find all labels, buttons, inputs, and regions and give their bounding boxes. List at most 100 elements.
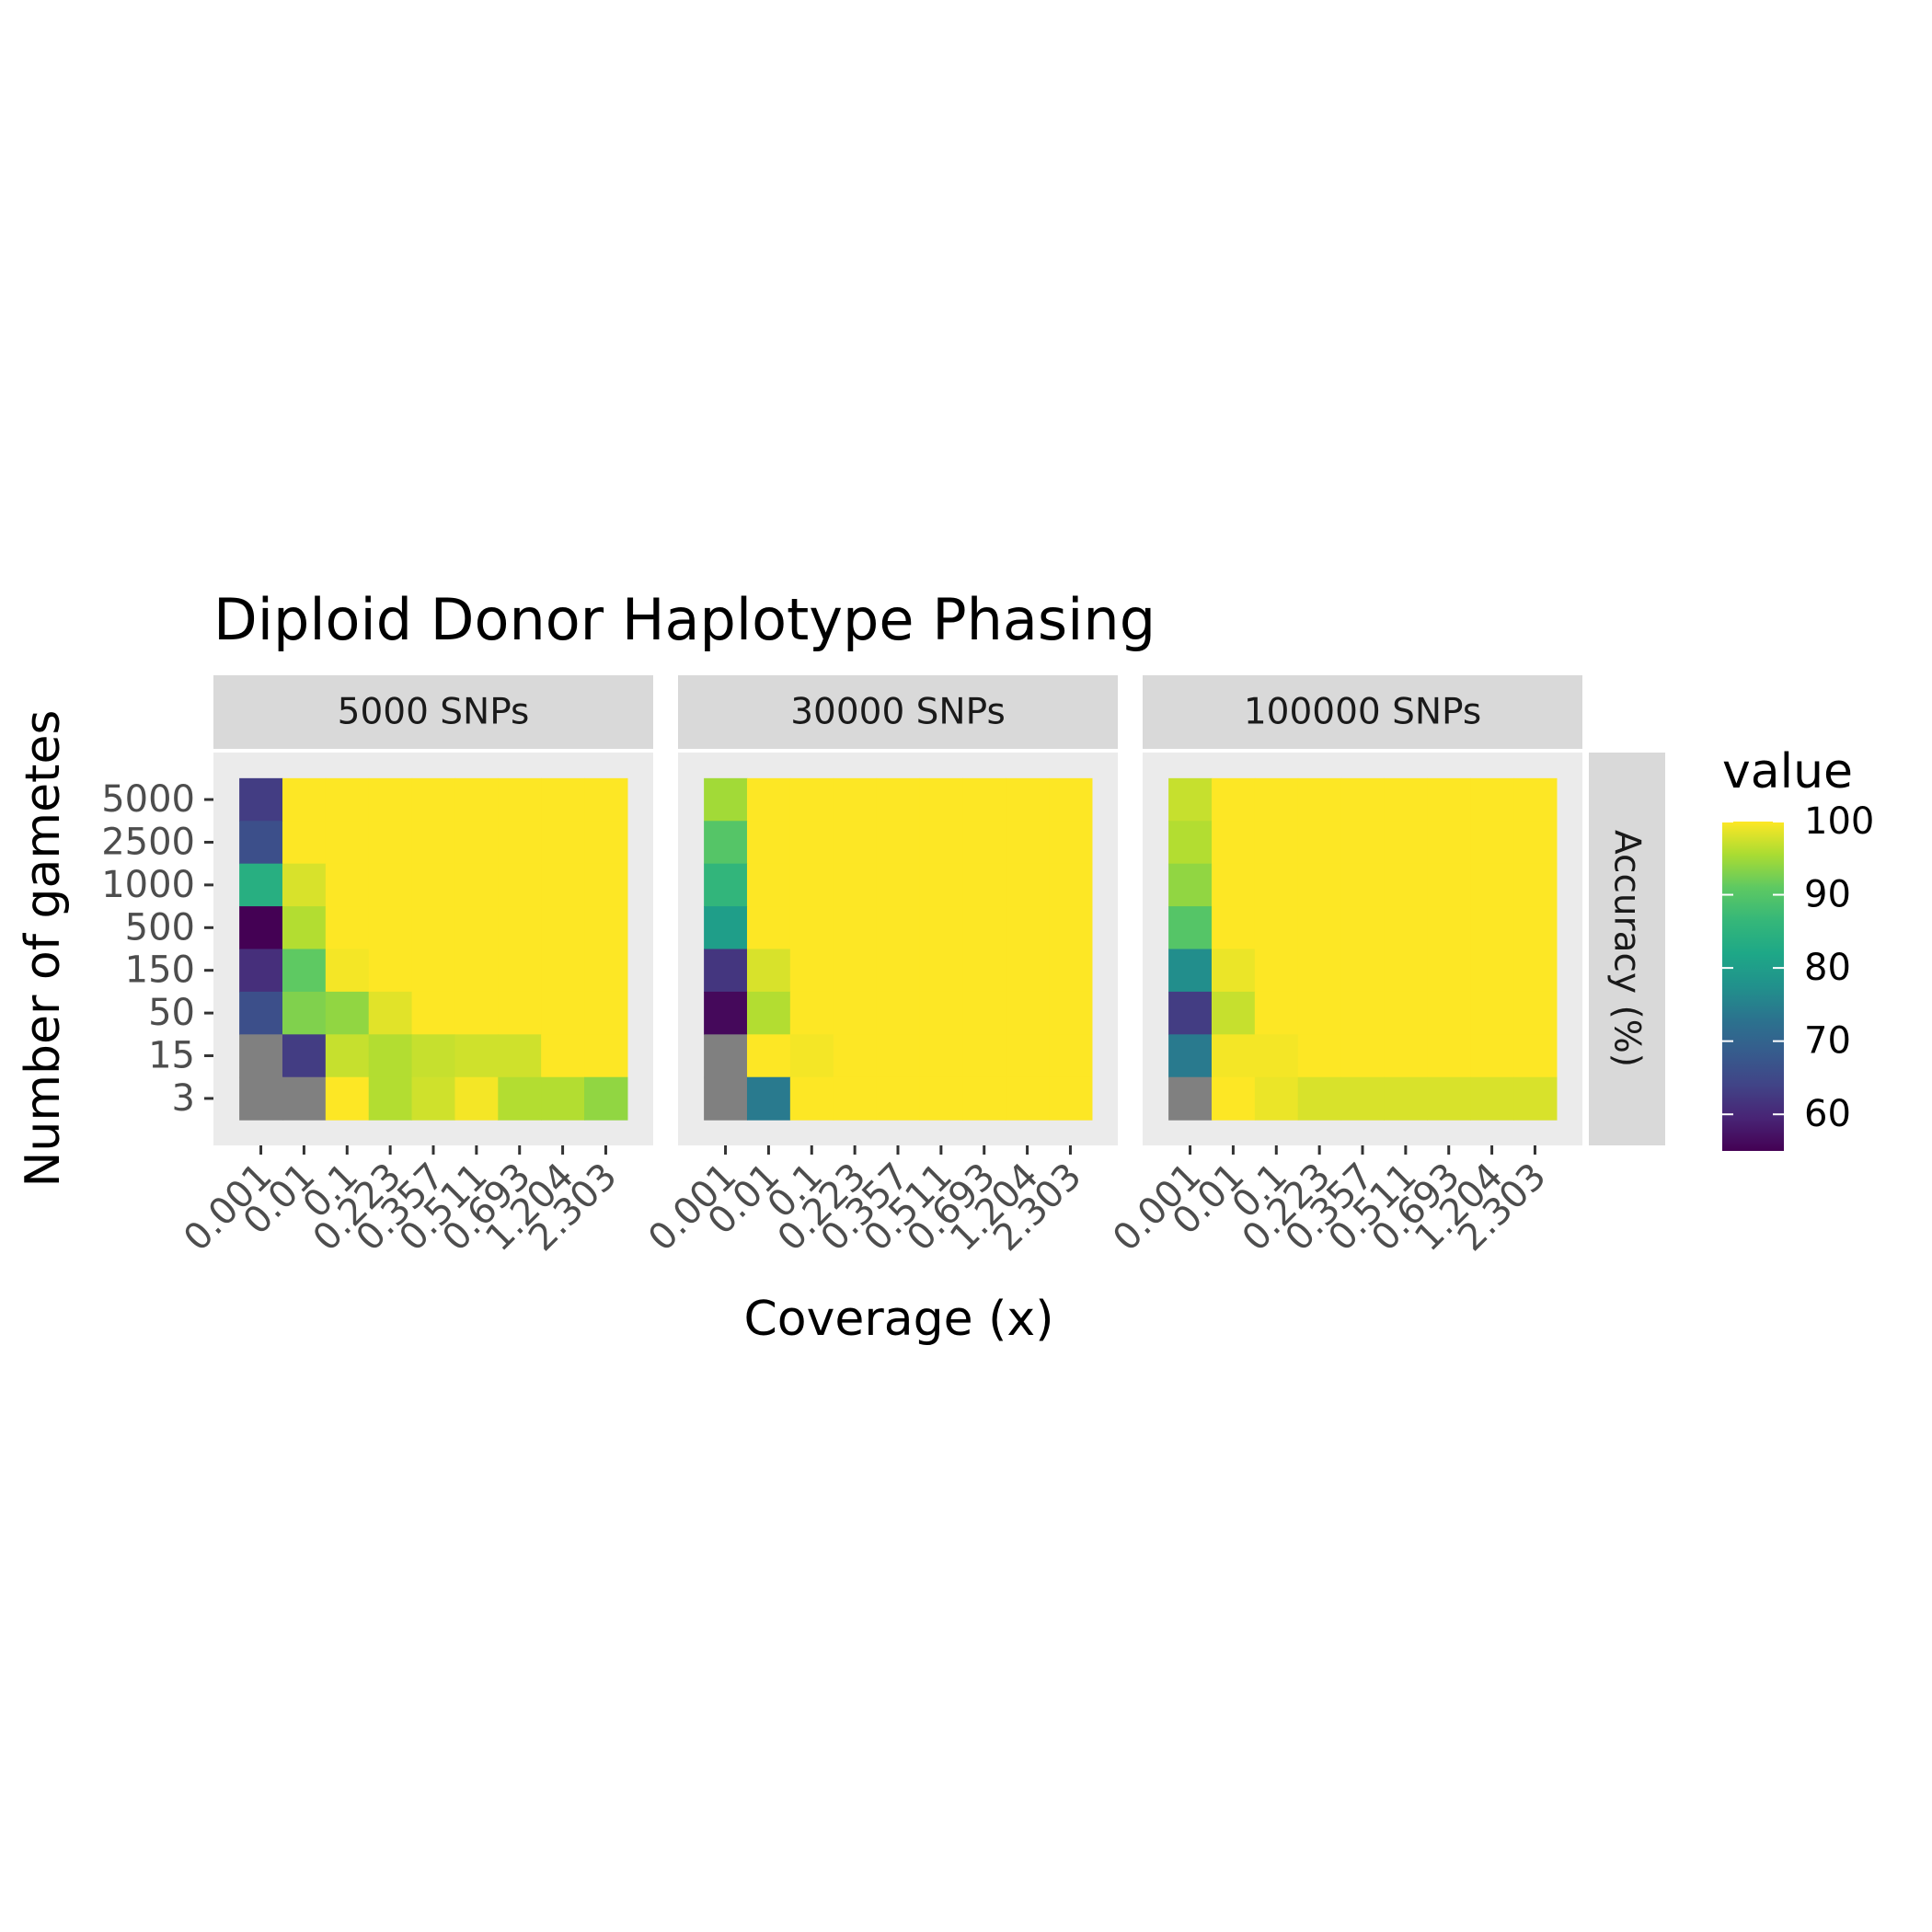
heatmap-cell <box>1254 863 1299 907</box>
heatmap-cell <box>1006 991 1050 1035</box>
heatmap-cell <box>282 949 327 993</box>
heatmap-cell <box>368 991 413 1035</box>
y-tick-label: 150 <box>125 949 195 992</box>
row-strip-background <box>1589 753 1665 1145</box>
y-axis: Number of gametes 5000250010005001505015… <box>16 709 213 1188</box>
heatmap-cell <box>368 777 413 822</box>
heatmap-cell <box>833 949 878 993</box>
heatmap-cell <box>746 777 791 822</box>
heatmap-cell <box>746 821 791 865</box>
heatmap-cell <box>411 777 456 822</box>
heatmap-cell <box>962 1076 1006 1121</box>
y-tick-label: 1000 <box>101 864 195 906</box>
chart-title: Diploid Donor Haplotype Phasing <box>213 586 1156 653</box>
heatmap-cell <box>454 863 499 907</box>
heatmap-cell <box>789 821 834 865</box>
heatmap-cell <box>789 863 834 907</box>
heatmap-cell <box>919 777 963 822</box>
heatmap-cell <box>833 1034 878 1078</box>
heatmap-cell <box>541 863 585 907</box>
heatmap-cell <box>1470 863 1514 907</box>
heatmap-cell <box>1254 821 1299 865</box>
heatmap-cell <box>1384 821 1428 865</box>
heatmap-cell <box>876 863 921 907</box>
heatmap-cell <box>1297 863 1342 907</box>
heatmap-cell <box>498 863 542 907</box>
heatmap-cell <box>789 777 834 822</box>
heatmap-cell <box>1006 777 1050 822</box>
heatmap-cell <box>584 863 628 907</box>
heatmap-cell <box>541 991 585 1035</box>
heatmap-cell <box>325 821 370 865</box>
heatmap-cell <box>746 863 791 907</box>
heatmap-cell <box>411 991 456 1035</box>
heatmap-cell <box>1211 906 1256 950</box>
heatmap-cell <box>1340 991 1386 1035</box>
heatmap-cell <box>1340 906 1386 950</box>
heatmap-cell <box>1211 821 1256 865</box>
heatmap-cell <box>876 777 921 822</box>
heatmap-cell <box>541 949 585 993</box>
legend-title: value <box>1722 744 1853 799</box>
heatmap-cell <box>368 821 413 865</box>
heatmap-cell <box>584 949 628 993</box>
heatmap-cell <box>704 821 748 865</box>
color-legend: value 100 90 80 70 60 <box>1722 744 1874 1151</box>
heatmap-cell <box>411 906 456 950</box>
heatmap-cell <box>1384 777 1428 822</box>
heatmap-cell <box>1340 949 1386 993</box>
heatmap-cell <box>1513 949 1558 993</box>
heatmap-cell <box>1513 906 1558 950</box>
y-tick-label: 5000 <box>101 778 195 821</box>
heatmap-cell <box>1211 991 1256 1035</box>
heatmap-cell <box>1254 991 1299 1035</box>
heatmap-cell <box>411 863 456 907</box>
heatmap-cell <box>239 1076 283 1121</box>
heatmap-cell <box>746 949 791 993</box>
heatmap-cell <box>962 949 1006 993</box>
facet-panels: 5000 SNPs0.0010.010.10.2230.3570.5110.69… <box>176 675 1582 1259</box>
heatmap-cell <box>1470 906 1514 950</box>
heatmap-cell <box>1427 777 1471 822</box>
heatmap-cell <box>1168 991 1213 1035</box>
facet-panel: 30000 SNPs0.0010.010.10.2230.3570.5110.6… <box>640 675 1118 1259</box>
heatmap-cell <box>1384 1034 1428 1078</box>
heatmap-cell <box>1427 906 1471 950</box>
heatmap-cell <box>789 1076 834 1121</box>
heatmap-cell <box>833 863 878 907</box>
heatmap-cell <box>1427 1076 1471 1121</box>
heatmap-cell <box>411 821 456 865</box>
heatmap-cell <box>1254 777 1299 822</box>
heatmap-cell <box>1006 821 1050 865</box>
heatmap-cell <box>746 906 791 950</box>
heatmap-cell <box>789 1034 834 1078</box>
heatmap-cell <box>1211 1076 1256 1121</box>
heatmap-cell <box>239 906 283 950</box>
heatmap-cell <box>1254 949 1299 993</box>
heatmap-cell <box>704 863 748 907</box>
heatmap-cell <box>1168 863 1213 907</box>
heatmap-cell <box>454 1076 499 1121</box>
heatmap-cell <box>1297 1076 1342 1121</box>
y-tick-label: 15 <box>148 1035 195 1077</box>
heatmap-cell <box>454 991 499 1035</box>
heatmap-cell <box>919 1076 963 1121</box>
heatmap-cell <box>1297 777 1342 822</box>
heatmap-cell <box>876 1034 921 1078</box>
y-tick-label: 500 <box>125 906 195 949</box>
heatmap-cell <box>1006 1076 1050 1121</box>
heatmap-cell <box>919 906 963 950</box>
heatmap-cell <box>325 949 370 993</box>
heatmap-cell <box>1340 1076 1386 1121</box>
facet-panel: 100000 SNPs0.0010.010.10.2230.3570.5110.… <box>1105 675 1582 1259</box>
heatmap-cell <box>704 777 748 822</box>
facet-strip-label: 100000 SNPs <box>1244 692 1481 733</box>
heatmap-cell <box>704 906 748 950</box>
heatmap-cell <box>789 991 834 1035</box>
heatmap-cell <box>1427 863 1471 907</box>
heatmap-cell <box>1049 777 1093 822</box>
heatmap-cell <box>789 949 834 993</box>
x-axis-title: Coverage (x) <box>743 1292 1053 1347</box>
heatmap-cell <box>239 863 283 907</box>
